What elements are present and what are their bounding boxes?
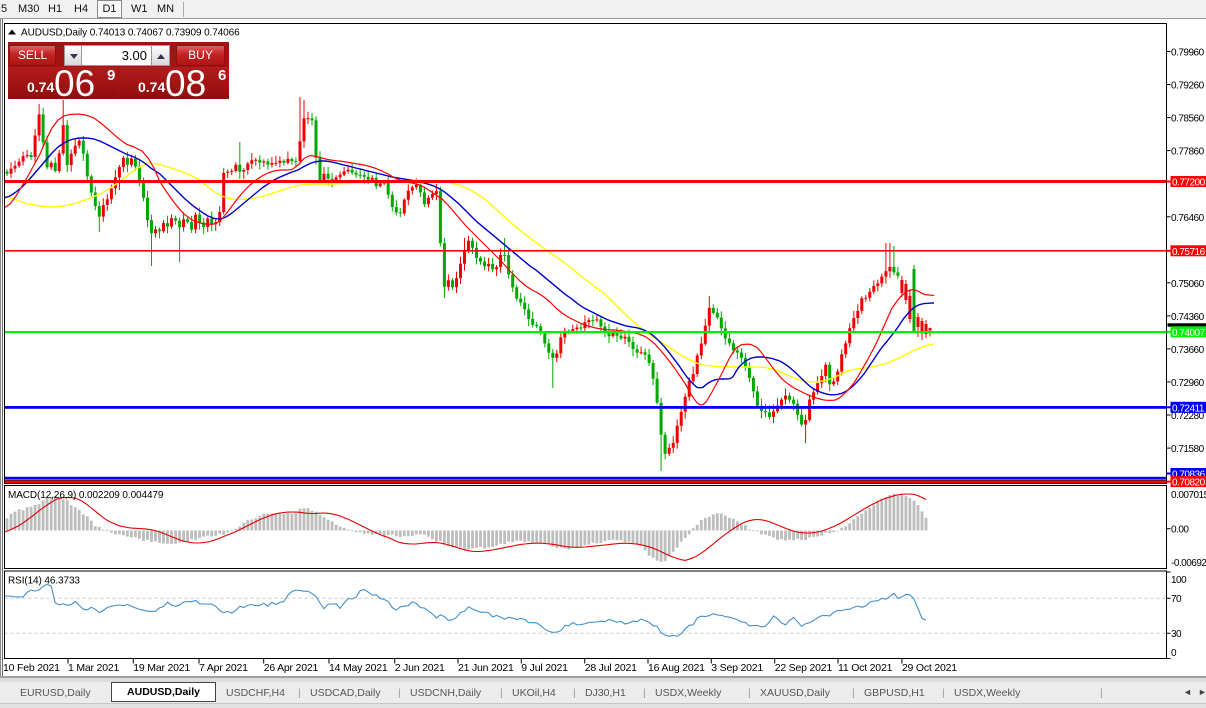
svg-text:0.74360: 0.74360: [1171, 312, 1205, 323]
svg-text:3 Sep 2021: 3 Sep 2021: [711, 662, 763, 674]
svg-text:0.00: 0.00: [1171, 525, 1189, 536]
svg-text:RSI(14) 46.3733: RSI(14) 46.3733: [8, 576, 80, 587]
svg-text:0.78560: 0.78560: [1171, 114, 1205, 125]
svg-text:14 May 2021: 14 May 2021: [329, 662, 388, 674]
svg-text:16 Aug 2021: 16 Aug 2021: [648, 662, 705, 674]
svg-text:7 Apr 2021: 7 Apr 2021: [199, 662, 248, 674]
svg-text:0.74007: 0.74007: [1172, 328, 1206, 339]
svg-text:9 Jul 2021: 9 Jul 2021: [521, 662, 568, 674]
svg-text:MACD(12,26,9) 0.002209 0.00447: MACD(12,26,9) 0.002209 0.004479: [8, 490, 164, 501]
svg-text:0.75060: 0.75060: [1171, 279, 1205, 290]
svg-text:2 Jun 2021: 2 Jun 2021: [395, 662, 445, 674]
svg-text:0.79260: 0.79260: [1171, 81, 1205, 92]
svg-text:22 Sep 2021: 22 Sep 2021: [775, 662, 833, 674]
svg-text:0.71580: 0.71580: [1171, 444, 1205, 455]
svg-text:0.79960: 0.79960: [1171, 48, 1205, 59]
svg-text:19 Mar 2021: 19 Mar 2021: [133, 662, 190, 674]
svg-text:1 Mar 2021: 1 Mar 2021: [68, 662, 119, 674]
svg-text:29 Oct 2021: 29 Oct 2021: [902, 662, 957, 674]
svg-text:26 Apr 2021: 26 Apr 2021: [264, 662, 319, 674]
svg-text:11 Oct 2021: 11 Oct 2021: [838, 662, 893, 674]
svg-text:0.77200: 0.77200: [1172, 178, 1206, 189]
svg-text:21 Jun 2021: 21 Jun 2021: [458, 662, 514, 674]
svg-text:0.73660: 0.73660: [1171, 345, 1205, 356]
svg-text:0.72280: 0.72280: [1171, 411, 1205, 422]
svg-text:28 Jul 2021: 28 Jul 2021: [585, 662, 637, 674]
svg-text:0.76460: 0.76460: [1171, 213, 1205, 224]
svg-text:70: 70: [1171, 594, 1182, 605]
svg-text:-0.00692: -0.00692: [1171, 558, 1206, 569]
svg-text:0.77860: 0.77860: [1171, 147, 1205, 158]
svg-text:0: 0: [1171, 648, 1177, 659]
svg-text:30: 30: [1171, 629, 1182, 640]
svg-text:0.75716: 0.75716: [1172, 247, 1206, 258]
svg-text:0.72960: 0.72960: [1171, 378, 1205, 389]
svg-text:0.70820: 0.70820: [1172, 478, 1206, 489]
svg-text:100: 100: [1171, 575, 1187, 586]
svg-text:0.007015: 0.007015: [1171, 490, 1206, 501]
svg-text:10 Feb 2021: 10 Feb 2021: [3, 662, 60, 674]
svg-text:0.72411: 0.72411: [1172, 403, 1205, 414]
svg-text:0.70836: 0.70836: [1172, 470, 1206, 481]
svg-text:AUDUSD,Daily 0.74013 0.74067: AUDUSD,Daily 0.74013 0.74067 0.73909 0.7…: [21, 28, 240, 39]
